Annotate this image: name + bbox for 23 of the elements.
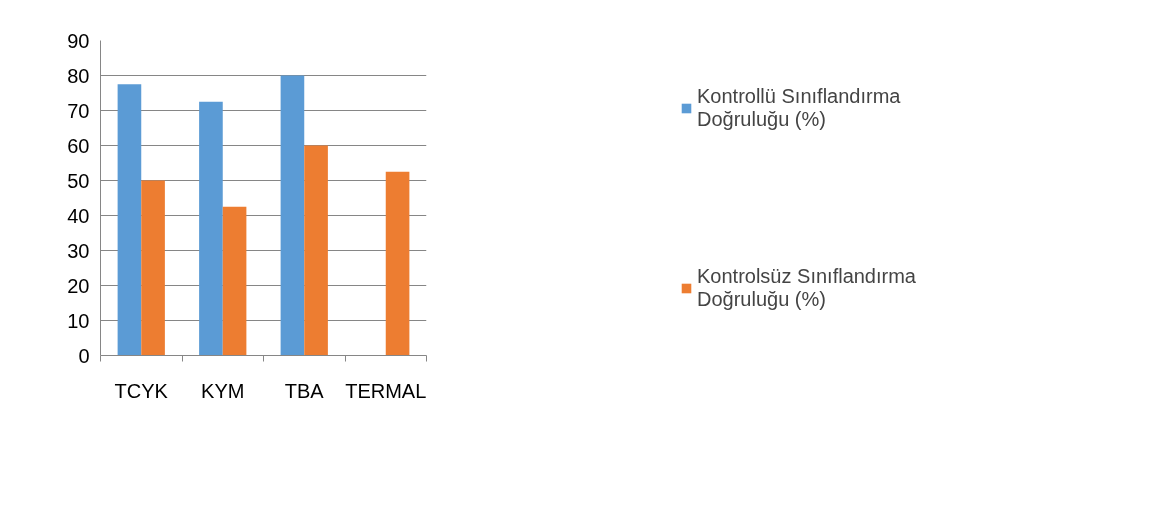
bar (117, 84, 142, 356)
legend-label: Kontrolsüz Sınıflandırma Doğruluğu (%) (697, 263, 916, 312)
y-tick-label: 40 (67, 204, 90, 227)
x-tick-label: KYM (201, 379, 245, 402)
y-tick-label: 20 (67, 274, 90, 297)
legend-label: Kontrollü Sınıflandırma Doğruluğu (%) (697, 83, 901, 132)
x-tick-label: TERMAL (345, 379, 427, 402)
bar (141, 180, 165, 356)
bar (222, 206, 247, 356)
y-tick-label: 0 (78, 344, 90, 367)
bar (199, 101, 223, 356)
y-tick-label: 90 (67, 29, 90, 52)
x-tick-label: TBA (284, 379, 325, 402)
x-tick-label: TCYK (114, 379, 169, 402)
y-tick-label: 30 (67, 239, 90, 262)
y-tick-label: 50 (67, 169, 90, 192)
bar (304, 145, 328, 356)
bar (280, 75, 305, 356)
y-tick-label: 60 (67, 134, 90, 157)
y-tick-label: 10 (67, 309, 90, 332)
bar (385, 171, 410, 356)
y-tick-label: 70 (67, 99, 90, 122)
y-tick-label: 80 (67, 64, 90, 87)
